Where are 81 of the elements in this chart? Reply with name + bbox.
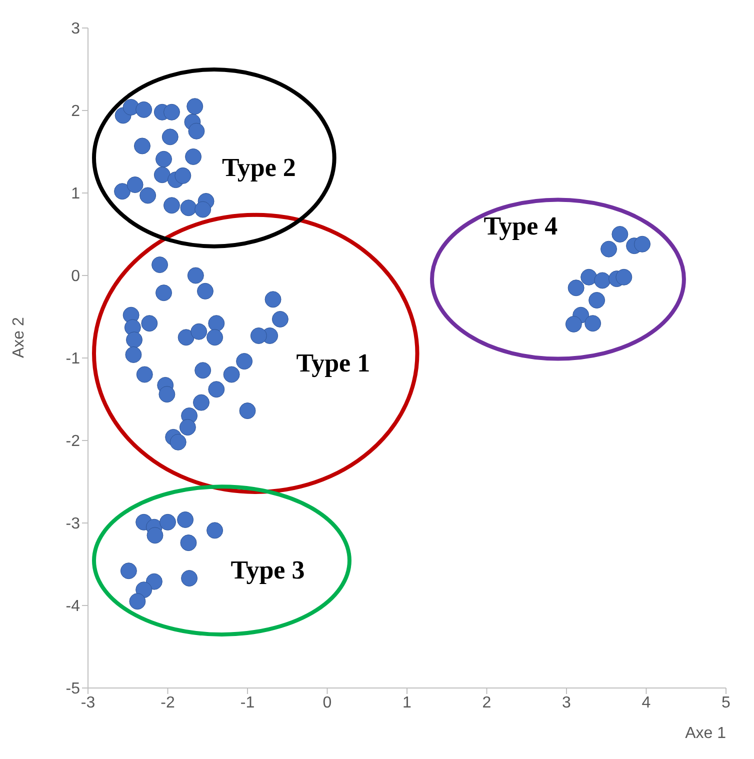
- point: [126, 332, 143, 348]
- series-label: Type 1: [296, 348, 370, 378]
- y-tick-label: -1: [66, 350, 80, 368]
- point: [616, 268, 632, 286]
- point: [178, 329, 194, 346]
- point: [568, 280, 584, 296]
- point: [206, 329, 224, 346]
- x-tick-label: 2: [482, 694, 492, 712]
- point: [194, 362, 212, 379]
- x-tick-label: 4: [642, 694, 651, 712]
- point: [272, 310, 288, 328]
- point: [181, 570, 198, 587]
- point: [588, 292, 606, 308]
- x-tick-label: 3: [562, 694, 572, 712]
- point: [180, 534, 197, 552]
- series-label: Type 4: [484, 211, 558, 240]
- point: [185, 148, 202, 165]
- point: [208, 315, 225, 332]
- point: [163, 197, 180, 214]
- y-axis-title: Axe 2: [10, 316, 28, 358]
- y-tick-label: -5: [66, 680, 80, 698]
- point: [174, 167, 192, 184]
- x-tick-label: 0: [322, 694, 332, 712]
- point: [188, 122, 205, 140]
- point: [584, 315, 602, 332]
- point: [187, 267, 204, 284]
- y-tick-label: 0: [71, 268, 80, 286]
- point: [129, 593, 146, 610]
- point: [177, 511, 194, 528]
- y-tick-label: -3: [66, 516, 80, 533]
- point: [136, 366, 153, 383]
- point: [156, 284, 172, 302]
- point: [580, 268, 598, 286]
- point: [208, 381, 225, 398]
- point: [141, 315, 158, 332]
- point: [264, 291, 282, 308]
- point: [192, 394, 210, 411]
- x-tick-label: -2: [160, 694, 175, 712]
- point: [634, 236, 651, 252]
- y-tick-label: -4: [66, 598, 80, 616]
- point: [146, 527, 164, 544]
- point: [163, 104, 180, 120]
- point: [156, 150, 172, 168]
- point: [114, 183, 131, 200]
- x-axis-title: Axe 1: [685, 725, 726, 742]
- point: [120, 562, 137, 580]
- y-tick-label: 2: [71, 103, 80, 120]
- point: [158, 386, 176, 403]
- point: [196, 282, 214, 300]
- series-label: Type 3: [230, 556, 305, 585]
- point: [565, 316, 582, 332]
- x-tick-label: 1: [402, 694, 412, 712]
- point: [186, 98, 204, 115]
- x-tick-label: -1: [240, 694, 255, 712]
- point: [206, 522, 224, 539]
- point: [170, 434, 186, 450]
- point: [152, 256, 168, 274]
- y-tick-label: 1: [71, 186, 80, 203]
- point: [250, 327, 267, 344]
- point: [612, 226, 628, 242]
- y-tick-label: 3: [71, 20, 80, 38]
- point: [160, 514, 176, 530]
- point: [239, 402, 256, 420]
- point: [194, 201, 212, 218]
- point: [126, 176, 144, 193]
- point: [236, 353, 253, 370]
- point: [594, 272, 611, 289]
- point: [154, 166, 170, 184]
- point: [136, 101, 152, 118]
- y-tick-label: -2: [66, 433, 80, 450]
- point: [162, 128, 178, 146]
- point: [180, 200, 197, 216]
- point: [134, 138, 150, 154]
- x-tick-label: 5: [722, 694, 731, 712]
- point: [179, 419, 196, 436]
- series-label: Type 2: [222, 152, 296, 182]
- point: [223, 366, 240, 383]
- point: [190, 323, 208, 340]
- point: [140, 187, 156, 204]
- point: [125, 346, 142, 363]
- point: [600, 240, 618, 258]
